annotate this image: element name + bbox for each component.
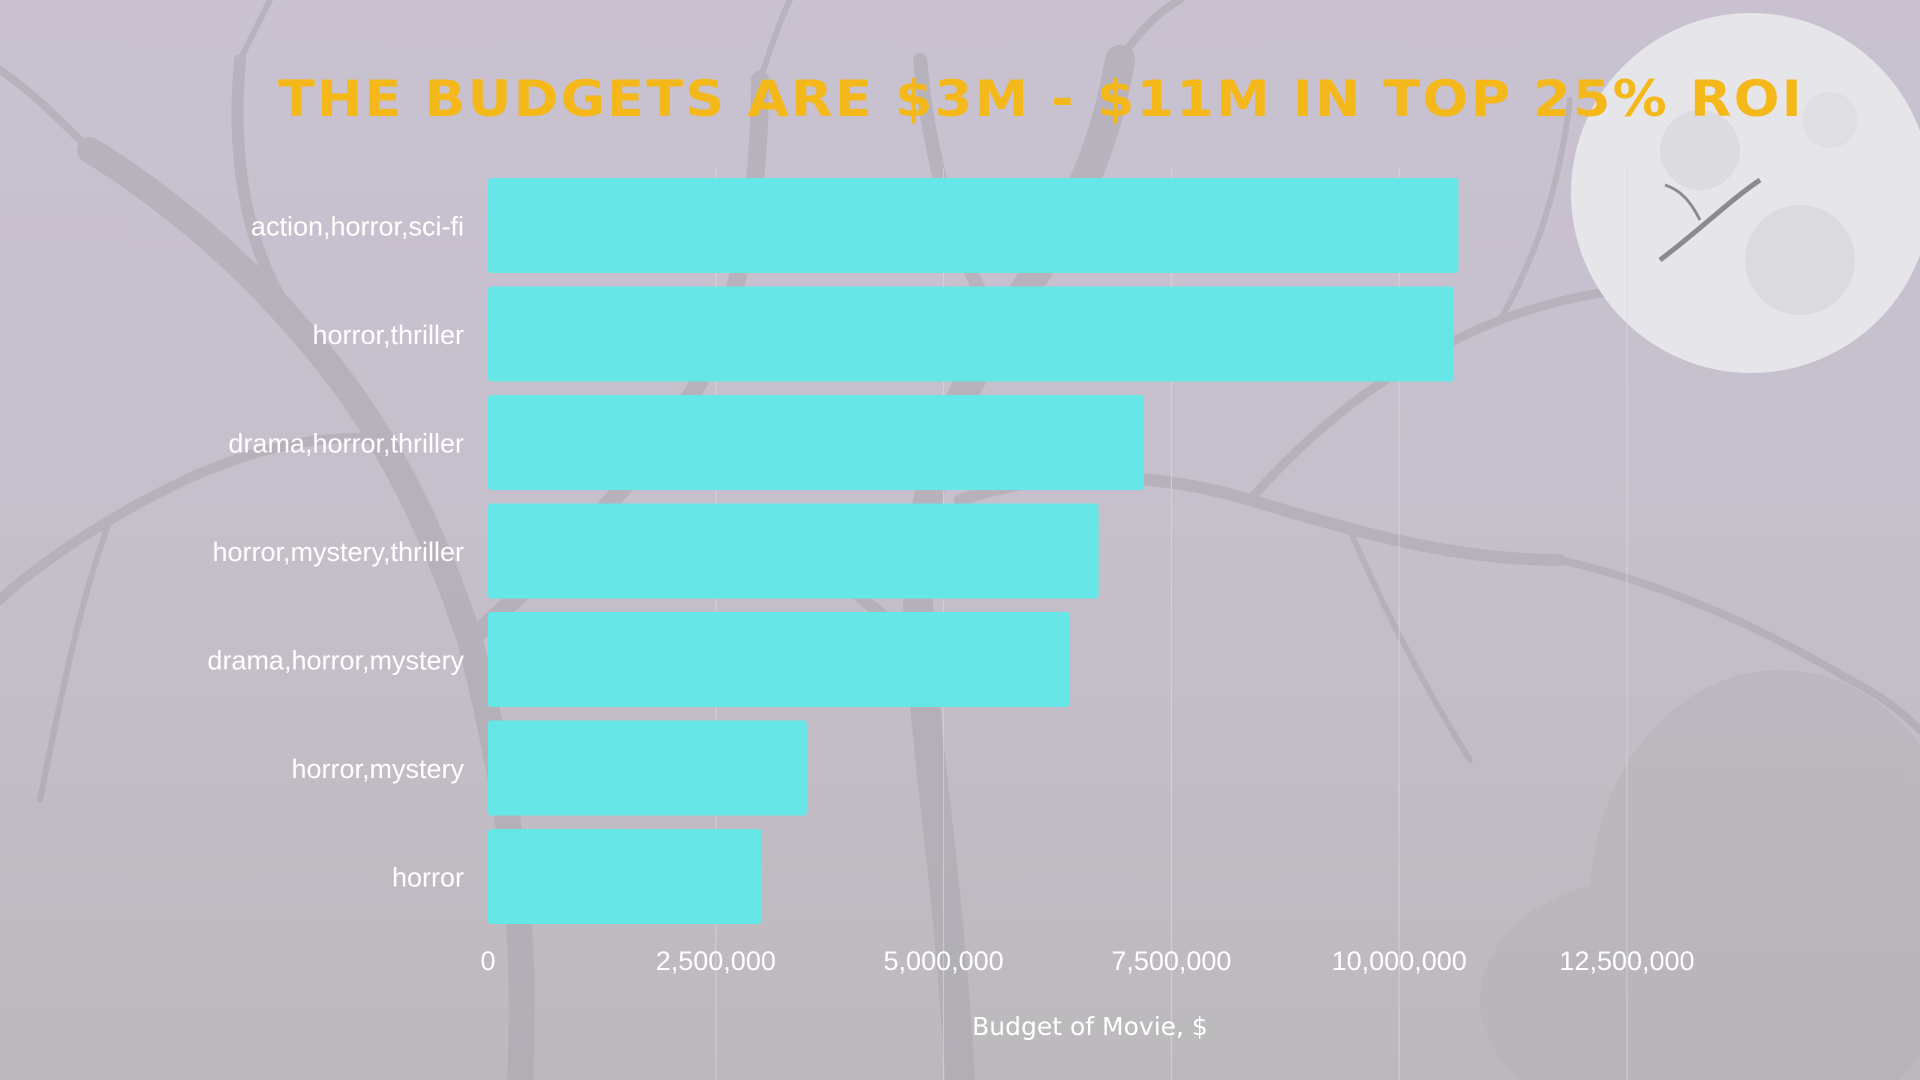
x-axis-title: Budget of Movie, $ (972, 1012, 1208, 1041)
category-label-4: drama,horror,mystery (207, 646, 464, 676)
category-label-3: horror,mystery,thriller (212, 537, 464, 567)
category-label-6: horror (392, 863, 464, 893)
x-tick-label-0: 0 (480, 946, 495, 976)
bar-4 (488, 612, 1070, 707)
moon-image (1571, 13, 1920, 373)
bar-6 (488, 829, 762, 924)
category-label-5: horror,mystery (291, 754, 464, 784)
bar-5 (488, 720, 807, 816)
x-tick-label-5: 12,500,000 (1559, 946, 1694, 976)
x-tick-label-4: 10,000,000 (1332, 946, 1467, 976)
bar-2 (488, 395, 1145, 490)
category-label-2: drama,horror,thriller (228, 429, 464, 459)
bar-1 (488, 286, 1454, 382)
category-label-1: horror,thriller (312, 320, 464, 350)
bar-0 (488, 178, 1459, 273)
bar-3 (488, 503, 1099, 599)
chart-title: The Budgets are $3M - $11M in Top 25% RO… (278, 70, 1804, 128)
x-tick-label-2: 5,000,000 (884, 946, 1004, 976)
category-label-0: action,horror,sci-fi (251, 212, 464, 242)
x-tick-label-1: 2,500,000 (656, 946, 776, 976)
x-tick-label-3: 7,500,000 (1111, 946, 1231, 976)
